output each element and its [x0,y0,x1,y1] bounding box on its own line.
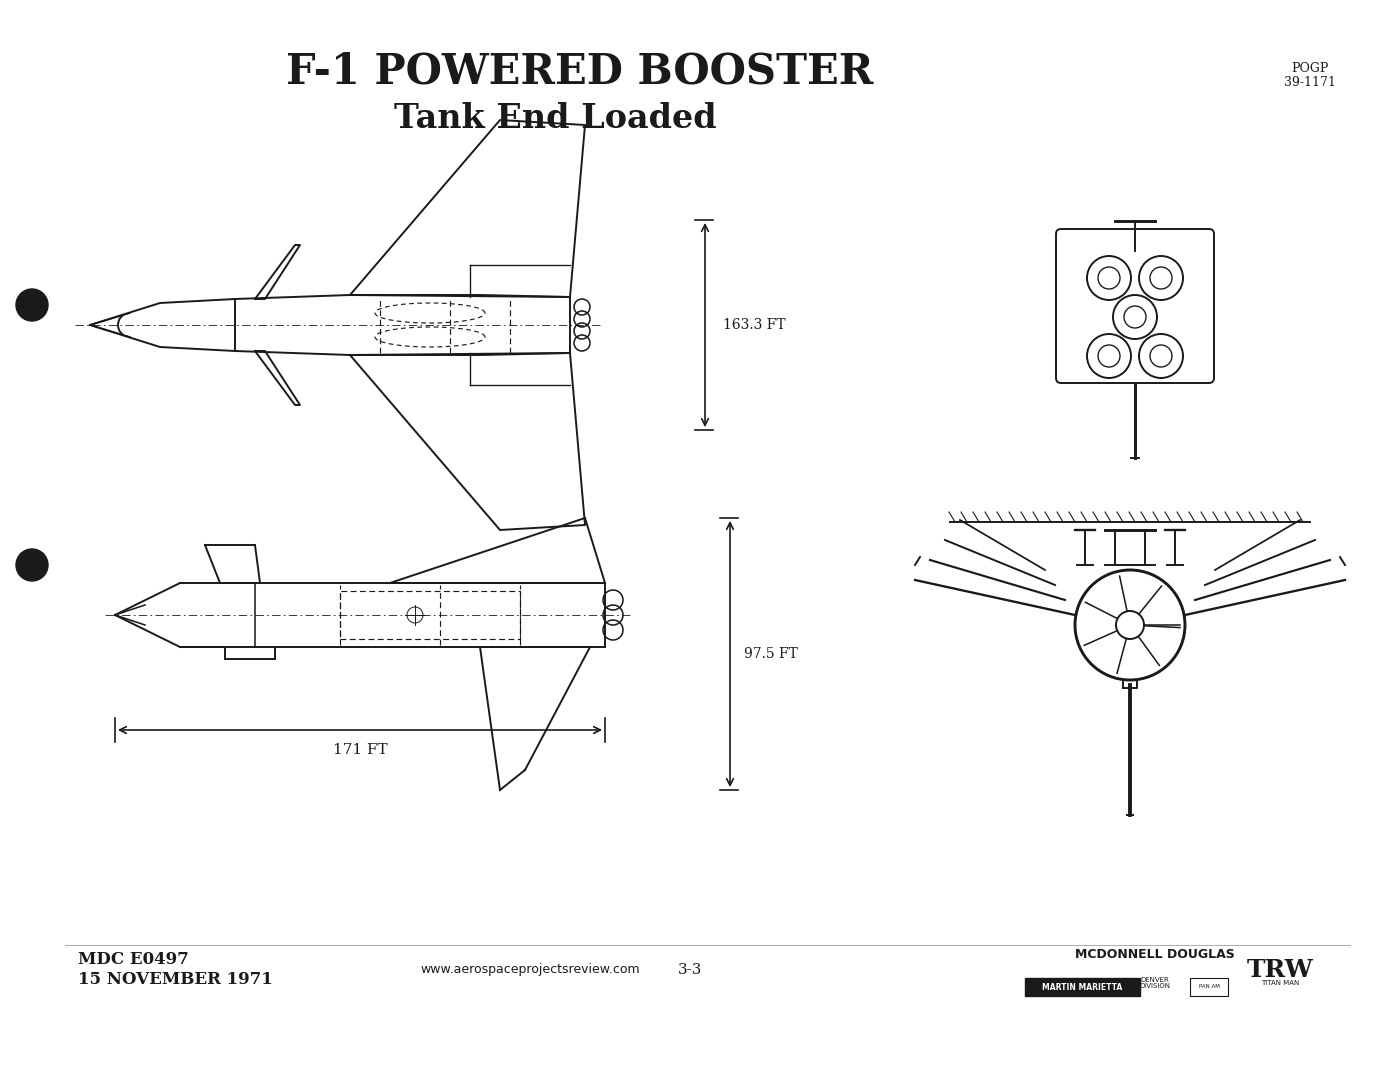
Text: MCDONNELL DOUGLAS: MCDONNELL DOUGLAS [1075,949,1235,962]
Text: F-1 POWERED BOOSTER: F-1 POWERED BOOSTER [287,51,874,93]
Circle shape [15,549,48,581]
Text: 163.3 FT: 163.3 FT [722,318,785,332]
Text: PAN AM: PAN AM [1198,984,1219,990]
Text: www.aerospaceprojectsreview.com: www.aerospaceprojectsreview.com [420,964,640,977]
Text: TITAN MAN: TITAN MAN [1261,980,1299,986]
Text: MARTIN MARIETTA: MARTIN MARIETTA [1042,982,1123,992]
Bar [1190,978,1228,996]
Circle shape [15,289,48,321]
Text: 39-1171: 39-1171 [1284,77,1336,89]
Text: Tank End Loaded: Tank End Loaded [393,101,717,135]
Text: DENVER
DIVISION: DENVER DIVISION [1140,977,1170,990]
Text: 97.5 FT: 97.5 FT [743,647,798,661]
Text: 171 FT: 171 FT [333,743,388,757]
Text: 3-3: 3-3 [678,963,703,977]
Text: 15 NOVEMBER 1971: 15 NOVEMBER 1971 [78,971,273,989]
Text: POGP: POGP [1291,61,1329,74]
Bar [1025,978,1140,996]
Text: TRW: TRW [1246,958,1313,982]
Text: MDC E0497: MDC E0497 [78,952,189,968]
